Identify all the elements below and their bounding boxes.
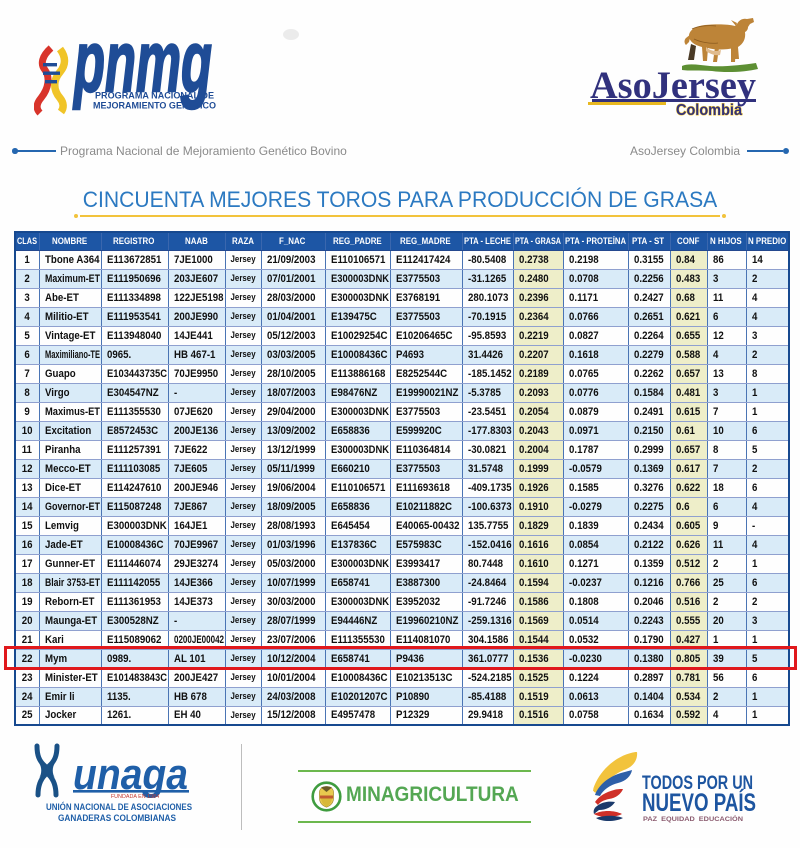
svg-text:TODOS POR UN: TODOS POR UN [642, 773, 753, 794]
svg-text:FUNDADA EN 1984: FUNDADA EN 1984 [111, 794, 159, 800]
svg-text:MEJORAMIENTO GENÉTICO: MEJORAMIENTO GENÉTICO [93, 101, 216, 112]
svg-text:Colombia: Colombia [676, 102, 742, 118]
svg-text:NUEVO PAÍS: NUEVO PAÍS [642, 788, 756, 817]
svg-text:GANADERAS COLOMBIANAS: GANADERAS COLOMBIANAS [58, 813, 176, 823]
svg-text:PAZ EQUIDAD EDUCACIÓN: PAZ EQUIDAD EDUCACIÓN [643, 814, 743, 823]
svg-text:PROGRAMA NACIONAL DE: PROGRAMA NACIONAL DE [95, 91, 214, 102]
svg-text:UNIÓN NACIONAL DE ASOCIACIONES: UNIÓN NACIONAL DE ASOCIACIONES [46, 801, 192, 812]
svg-text:pnmg: pnmg [73, 36, 212, 110]
